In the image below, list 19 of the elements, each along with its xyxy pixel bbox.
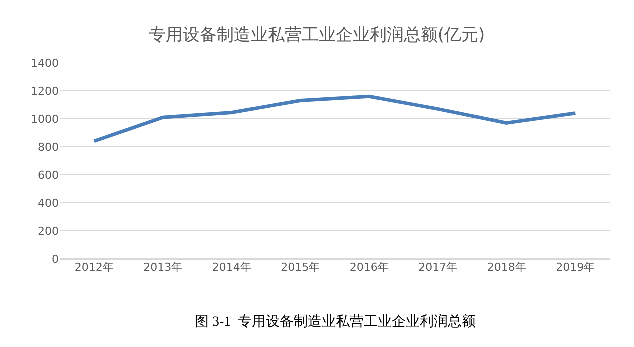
line-series	[92, 94, 578, 144]
x-tick-label: 2013年	[144, 261, 183, 274]
x-tick-label: 2018年	[487, 261, 526, 274]
y-tick-label: 1000	[31, 112, 59, 126]
x-tick-label: 2015年	[281, 261, 320, 274]
y-tick-label: 1400	[31, 56, 59, 70]
y-tick-label: 600	[38, 168, 59, 182]
chart-title: 专用设备制造业私营工业企业利润总额(亿元)	[148, 26, 486, 46]
caption: 图 3-1 专用设备制造业私营工业企业利润总额	[195, 314, 476, 330]
x-tick-label: 2017年	[418, 261, 458, 274]
y-tick-label: 1200	[31, 84, 59, 98]
y-tick-label: 400	[38, 196, 59, 210]
y-tick-label: 200	[38, 224, 59, 238]
y-tick-label: 0	[52, 252, 59, 266]
x-tick-label: 2019年	[556, 261, 596, 274]
x-tick-label: 2012年	[74, 261, 114, 274]
x-tick-label: 2014年	[212, 261, 252, 274]
x-tick-label: 2016年	[350, 261, 389, 274]
y-tick-label: 800	[38, 140, 59, 154]
